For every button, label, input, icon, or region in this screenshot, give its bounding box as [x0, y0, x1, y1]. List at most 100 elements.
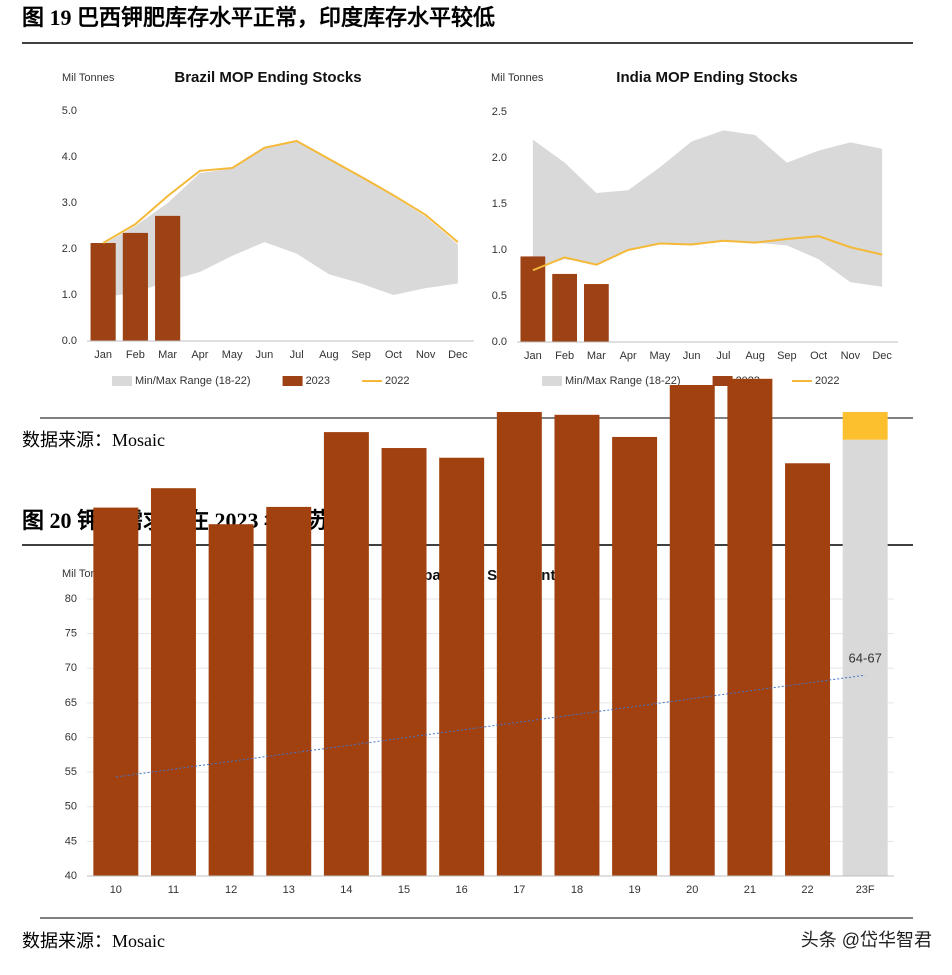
- x-tick-label: Jul: [716, 350, 730, 362]
- bar: [150, 488, 196, 876]
- x-tick-label: 11: [168, 884, 179, 896]
- bar: [669, 385, 715, 876]
- x-tick-label: Nov: [841, 350, 861, 362]
- x-tick-label: May: [649, 350, 670, 362]
- y-tick-label: 4.0: [62, 151, 77, 163]
- x-tick-label: Jan: [94, 349, 112, 361]
- bar: [496, 412, 542, 876]
- legend-label: Min/Max Range (18-22): [565, 375, 681, 387]
- x-tick-label: Oct: [810, 350, 827, 362]
- y-tick-label: 1.5: [492, 198, 507, 210]
- y-tick-label: 45: [65, 835, 77, 847]
- bar: [612, 436, 658, 876]
- x-tick-label: 10: [110, 884, 122, 896]
- bar: [93, 507, 139, 876]
- y-tick-label: 75: [65, 628, 77, 640]
- x-tick-label: Apr: [191, 349, 208, 361]
- bar: [155, 215, 181, 341]
- x-tick-label: Jun: [256, 349, 274, 361]
- legend-label: Min/Max Range (18-22): [135, 375, 251, 387]
- x-tick-label: Apr: [620, 350, 637, 362]
- x-tick-label: Dec: [872, 350, 892, 362]
- x-tick-label: 16: [456, 884, 468, 896]
- figure-title: 图 19 巴西钾肥库存水平正常，印度库存水平较低: [22, 5, 495, 30]
- bar: [90, 243, 116, 341]
- y-tick-label: 65: [65, 697, 77, 709]
- range-area: [103, 140, 458, 298]
- line-series: [102, 139, 459, 244]
- bar: [439, 457, 485, 876]
- bar: [520, 256, 546, 342]
- y-tick-label: 80: [65, 593, 77, 605]
- x-tick-label: Dec: [448, 349, 468, 361]
- bar: [323, 432, 369, 876]
- x-tick-label: Sep: [777, 350, 797, 362]
- y-tick-label: 40: [65, 870, 77, 882]
- x-tick-label: Oct: [385, 349, 402, 361]
- range-area: [532, 130, 883, 287]
- x-tick-label: Feb: [555, 350, 574, 362]
- bar: [552, 273, 578, 342]
- y-tick-label: 3.0: [62, 197, 77, 209]
- x-tick-label: 23F: [856, 884, 875, 896]
- x-tick-label: 21: [744, 884, 756, 896]
- x-tick-label: Jul: [290, 349, 304, 361]
- chart-title: India MOP Ending Stocks: [616, 69, 797, 86]
- y-tick-label: 2.5: [492, 106, 507, 118]
- legend-swatch: [712, 376, 733, 386]
- y-tick-label: 70: [65, 662, 77, 674]
- bar: [842, 412, 888, 440]
- bar: [785, 463, 831, 876]
- y-tick-label: 5.0: [62, 105, 77, 117]
- bar: [266, 506, 312, 876]
- x-tick-label: 22: [801, 884, 813, 896]
- legend-swatch: [542, 376, 562, 386]
- x-tick-label: 13: [283, 884, 295, 896]
- x-tick-label: 19: [628, 884, 640, 896]
- bar: [727, 378, 773, 876]
- x-tick-label: 20: [686, 884, 698, 896]
- y-tick-label: 50: [65, 801, 77, 813]
- y-tick-label: 60: [65, 731, 77, 743]
- x-tick-label: Jun: [683, 350, 701, 362]
- y-tick-label: 1.0: [62, 289, 77, 301]
- bar: [842, 439, 888, 876]
- watermark: 头条 @岱华智君: [801, 930, 932, 950]
- line-series: [532, 235, 883, 272]
- source: 数据来源：Mosaic: [22, 430, 165, 450]
- x-tick-label: 18: [571, 884, 583, 896]
- y-tick-label: 1.0: [492, 244, 507, 256]
- bar: [583, 284, 609, 342]
- x-tick-label: 14: [340, 884, 352, 896]
- source: 数据来源：Mosaic: [22, 931, 165, 951]
- x-tick-label: Jan: [524, 350, 542, 362]
- bar: [554, 414, 600, 876]
- x-tick-label: Feb: [126, 349, 145, 361]
- y-axis-label: Mil Tonnes: [491, 72, 544, 84]
- x-tick-label: May: [222, 349, 243, 361]
- x-tick-label: Aug: [745, 350, 765, 362]
- legend-swatch: [112, 376, 132, 386]
- x-tick-label: Sep: [351, 349, 371, 361]
- bar: [381, 448, 427, 876]
- y-tick-label: 0.5: [492, 290, 507, 302]
- legend-label: 2022: [815, 375, 839, 387]
- x-tick-label: Mar: [587, 350, 606, 362]
- x-tick-label: Aug: [319, 349, 339, 361]
- y-tick-label: 0.0: [62, 335, 77, 347]
- chart-title: Brazil MOP Ending Stocks: [174, 69, 361, 86]
- legend-label: 2023: [306, 375, 330, 387]
- y-axis-label: Mil Tonnes: [62, 72, 115, 84]
- x-tick-label: 17: [513, 884, 525, 896]
- x-tick-label: 12: [225, 884, 237, 896]
- y-tick-label: 0.0: [492, 336, 507, 348]
- y-tick-label: 55: [65, 766, 77, 778]
- x-tick-label: 15: [398, 884, 410, 896]
- x-tick-label: Mar: [158, 349, 177, 361]
- bar: [208, 524, 254, 876]
- bar: [122, 232, 148, 341]
- legend-swatch: [282, 376, 303, 386]
- annotation: 64-67: [849, 651, 882, 666]
- y-tick-label: 2.0: [62, 243, 77, 255]
